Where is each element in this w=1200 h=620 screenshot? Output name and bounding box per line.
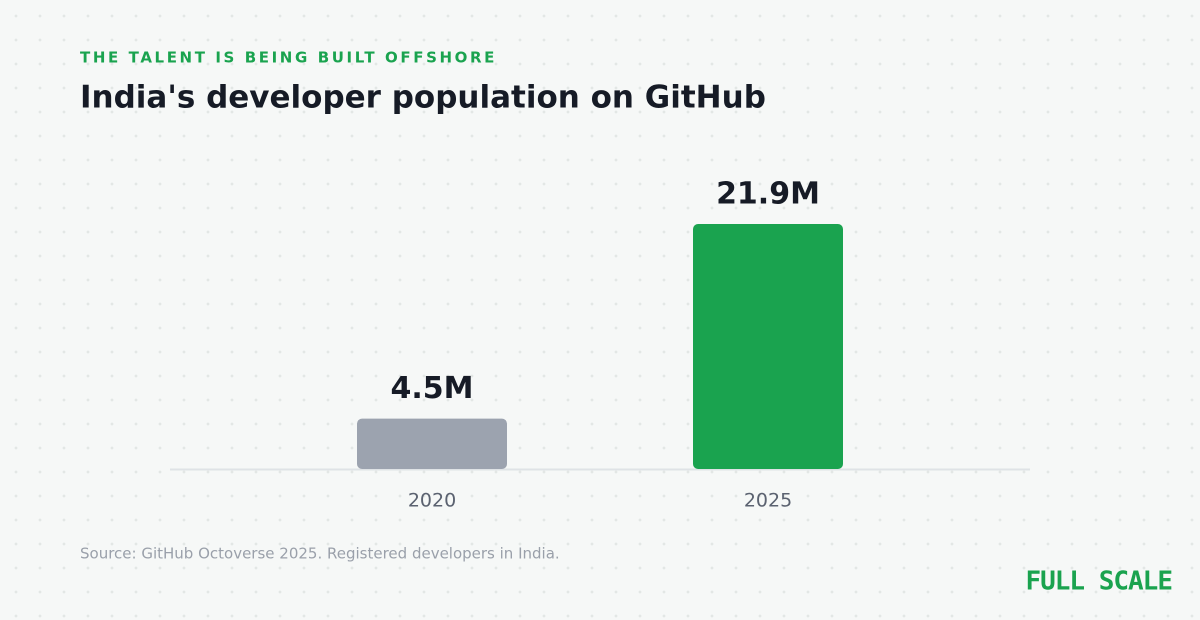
chart-title: India's developer population on GitHub: [80, 80, 766, 116]
bar: [693, 224, 843, 469]
bar: [357, 418, 507, 469]
x-tick-label: 2020: [408, 490, 456, 512]
source-note: Source: GitHub Octoverse 2025. Registere…: [80, 545, 560, 563]
value-label: 21.9M: [716, 177, 820, 212]
brand-logo: FULL SCALE: [1025, 567, 1172, 597]
x-tick-label: 2025: [744, 490, 792, 512]
value-label: 4.5M: [391, 371, 474, 406]
chart-kicker: THE TALENT IS BEING BUILT OFFSHORE: [80, 49, 497, 67]
